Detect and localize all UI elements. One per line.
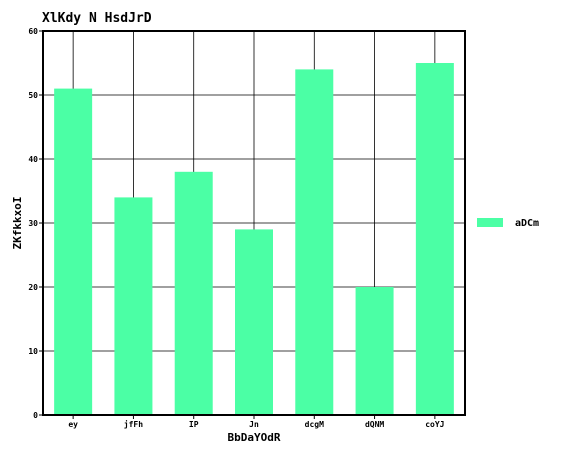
x-tick-label: Jn: [249, 420, 259, 429]
bar-dQNM: [355, 287, 394, 415]
legend: aDCm: [477, 218, 539, 229]
bar-jfFh: [114, 197, 153, 415]
y-tick-label: 60: [28, 27, 38, 36]
bar-coYJ: [415, 63, 454, 415]
bar-ey: [54, 88, 93, 415]
y-tick-label: 30: [28, 219, 38, 228]
y-tick-label: 40: [28, 155, 38, 164]
x-tick-label: dQNM: [365, 420, 384, 429]
x-tick-label: coYJ: [425, 420, 444, 429]
legend-label: aDCm: [515, 218, 539, 229]
bars: [54, 63, 454, 416]
x-tick-label: dcgM: [305, 420, 324, 429]
x-tick-label: jfFh: [124, 419, 143, 429]
y-tick-label: 10: [28, 347, 38, 356]
bar-Jn: [235, 229, 273, 415]
x-tick-label: ey: [68, 420, 78, 429]
y-axis-label: ZKfkkxoI: [11, 197, 24, 250]
x-axis-label: BbDaYOdR: [228, 431, 281, 444]
x-axis-ticks: ey jfFh IP Jn dcgM dQNM coYJ: [68, 415, 444, 429]
y-tick-label: 0: [33, 411, 38, 420]
chart-title: XlKdy N HsdJrD: [42, 11, 152, 26]
bar-IP: [174, 171, 213, 415]
y-tick-label: 50: [28, 91, 38, 100]
y-tick-label: 20: [28, 283, 38, 292]
x-tick-label: IP: [189, 420, 199, 429]
bar-dcgM: [295, 69, 334, 416]
legend-swatch: [477, 218, 503, 227]
y-axis-ticks: 0 10 20 30 40 50 60: [28, 27, 43, 420]
